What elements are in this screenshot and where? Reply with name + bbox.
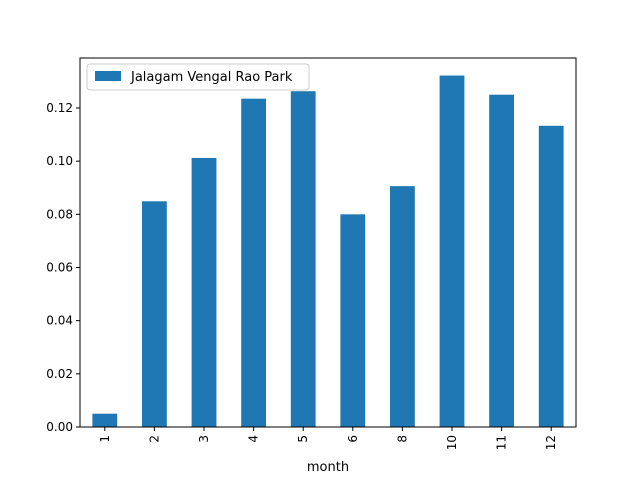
bar-month-6 — [340, 214, 366, 427]
y-tick-label: 0.00 — [46, 420, 73, 434]
x-tick-label: 5 — [296, 435, 310, 443]
x-tick-label: 3 — [197, 435, 211, 443]
plot-frame — [79, 57, 577, 428]
bar-month-1 — [92, 413, 118, 427]
bar-month-10 — [439, 75, 465, 427]
x-tick-label: 6 — [346, 435, 360, 443]
y-tick-label: 0.10 — [46, 154, 73, 168]
bar-month-8 — [390, 186, 415, 427]
x-axis-label: month — [307, 460, 349, 475]
bar-month-12 — [538, 125, 564, 428]
bar-month-3 — [191, 157, 217, 427]
x-tick-label: 8 — [395, 435, 409, 443]
axes-layer — [79, 57, 577, 428]
x-tick-label: 2 — [147, 435, 161, 443]
bar-month-4 — [241, 98, 266, 427]
x-tick-label: 4 — [247, 435, 261, 443]
y-tick-label: 0.04 — [46, 314, 73, 328]
legend: Jalagam Vengal Rao Park — [86, 63, 310, 91]
x-tick-label: 10 — [445, 435, 459, 450]
legend-box — [86, 63, 310, 91]
x-tick-label: 11 — [495, 435, 509, 450]
bars-layer — [92, 75, 564, 428]
x-tick-label: 1 — [98, 435, 112, 443]
x-axis-ticks: 1 2 3 4 5 6 8 10 11 12 — [98, 427, 558, 450]
y-tick-label: 0.02 — [46, 367, 73, 381]
bar-month-5 — [290, 91, 316, 428]
legend-swatch — [95, 71, 121, 81]
bar-month-2 — [142, 201, 167, 427]
y-tick-label: 0.08 — [46, 207, 73, 221]
y-axis-ticks: 0.00 0.02 0.04 0.06 0.08 0.10 0.12 — [46, 101, 80, 434]
y-tick-label: 0.12 — [46, 101, 73, 115]
bar-month-11 — [489, 94, 514, 427]
x-tick-label: 12 — [544, 435, 558, 450]
legend-label: Jalagam Vengal Rao Park — [130, 70, 293, 85]
y-tick-label: 0.06 — [46, 260, 73, 274]
